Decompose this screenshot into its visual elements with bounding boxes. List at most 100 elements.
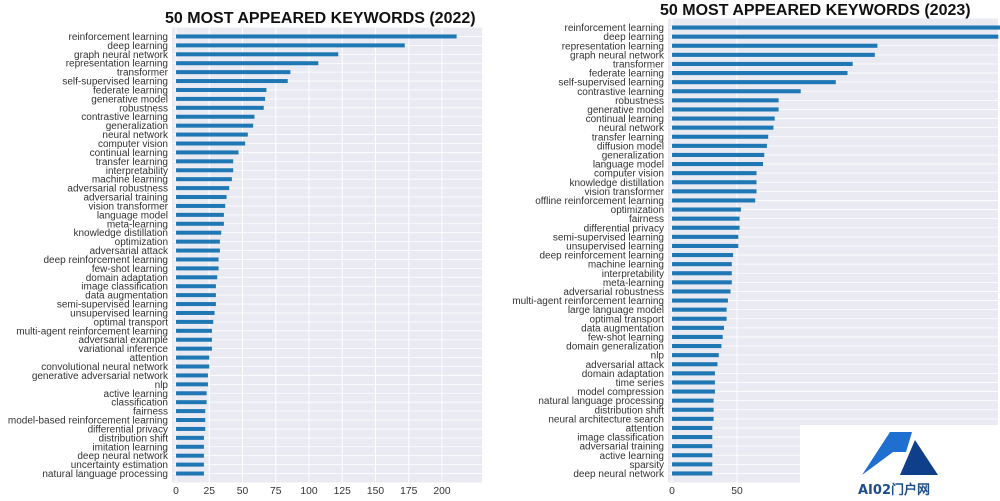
- category-label: neural architecture search: [548, 414, 664, 425]
- bar: [176, 195, 227, 200]
- bar: [672, 143, 767, 148]
- bar: [672, 34, 999, 39]
- bar: [176, 391, 207, 396]
- bar: [672, 234, 739, 239]
- bar: [672, 25, 1000, 30]
- category-label: multi-agent reinforcement learning: [16, 326, 168, 337]
- category-label: deep neural network: [77, 451, 169, 462]
- bar: [672, 189, 757, 194]
- watermark-logo-left-icon: [862, 432, 912, 475]
- bar: [176, 87, 267, 92]
- category-label: meta-learning: [107, 219, 168, 230]
- category-label: unsupervised learning: [566, 241, 664, 252]
- bar: [176, 302, 216, 307]
- bar: [176, 382, 208, 387]
- category-label: vision transformer: [89, 201, 169, 212]
- category-label: generalization: [602, 150, 664, 161]
- bar: [672, 107, 779, 112]
- x-tick-label: 0: [669, 486, 675, 497]
- category-label: differential privacy: [88, 424, 168, 435]
- category-label: contrastive learning: [81, 112, 168, 123]
- bar: [672, 298, 728, 303]
- bar: [672, 316, 727, 321]
- bar: [672, 398, 714, 403]
- category-label: distribution shift: [595, 405, 665, 416]
- bar: [176, 159, 234, 164]
- watermark-logo: AI02门户网: [800, 425, 1000, 501]
- category-label: domain generalization: [566, 342, 664, 353]
- bar: [672, 389, 715, 394]
- bar: [176, 96, 266, 101]
- bar: [672, 152, 765, 157]
- bar: [176, 34, 457, 39]
- bar: [672, 262, 732, 267]
- bar: [672, 98, 779, 103]
- bar: [672, 334, 723, 339]
- bar: [672, 134, 769, 139]
- category-label: sparsity: [630, 460, 664, 471]
- category-label: unsupervised learning: [70, 308, 168, 319]
- category-label: fairness: [629, 214, 664, 225]
- category-label: knowledge distillation: [73, 228, 168, 239]
- category-label: robustness: [119, 103, 168, 114]
- bar: [672, 280, 732, 285]
- bar: [176, 114, 255, 119]
- category-label: image classification: [81, 282, 168, 293]
- bar: [176, 212, 224, 217]
- bar: [176, 105, 264, 110]
- category-label: reinforcement learning: [69, 32, 169, 43]
- category-label: adversarial training: [84, 193, 169, 204]
- bar: [176, 444, 204, 449]
- category-label: differential privacy: [584, 223, 664, 234]
- x-tick-label: 50: [237, 486, 249, 497]
- category-label: semi-supervised learning: [57, 300, 168, 311]
- category-label: model-based reinforcement learning: [8, 416, 168, 427]
- category-label: deep neural network: [573, 469, 665, 480]
- category-label: self-supervised learning: [62, 77, 168, 88]
- bar: [176, 453, 204, 458]
- bar: [672, 425, 713, 430]
- category-label: reinforcement learning: [565, 23, 665, 34]
- bar: [672, 453, 713, 458]
- category-label: few-shot learning: [92, 264, 168, 275]
- category-label: interpretability: [602, 269, 664, 280]
- bar: [176, 462, 204, 467]
- bar: [176, 141, 246, 146]
- bar: [672, 407, 714, 412]
- bar: [672, 216, 740, 221]
- category-label: adversarial example: [79, 335, 169, 346]
- category-label: deep reinforcement learning: [43, 255, 168, 266]
- bar: [176, 418, 206, 423]
- bar: [672, 416, 714, 421]
- x-tick-label: 0: [173, 486, 179, 497]
- bar: [176, 123, 254, 128]
- bar: [176, 230, 222, 235]
- category-label: nlp: [651, 351, 665, 362]
- bar: [176, 168, 234, 173]
- bar: [176, 426, 206, 431]
- bar: [672, 43, 878, 48]
- category-label: data augmentation: [85, 291, 168, 302]
- category-label: adversarial robustness: [563, 287, 664, 298]
- bar: [672, 362, 718, 367]
- bar: [672, 180, 757, 185]
- bar: [176, 70, 291, 75]
- bar: [672, 171, 757, 176]
- category-label: imitation learning: [92, 442, 168, 453]
- category-label: federate learning: [93, 85, 168, 96]
- bar: [176, 328, 212, 333]
- bar: [176, 177, 232, 182]
- category-label: language model: [593, 160, 664, 171]
- bar: [176, 284, 216, 289]
- bar: [176, 257, 219, 262]
- category-label: adversarial attack: [90, 246, 169, 257]
- category-label: variational inference: [79, 344, 169, 355]
- x-tick-label: 125: [334, 486, 351, 497]
- bar: [672, 207, 741, 212]
- category-label: convolutional neural network: [41, 362, 169, 373]
- category-label: image classification: [577, 433, 664, 444]
- bar: [672, 307, 727, 312]
- bar: [672, 462, 713, 467]
- category-label: neural network: [102, 130, 169, 141]
